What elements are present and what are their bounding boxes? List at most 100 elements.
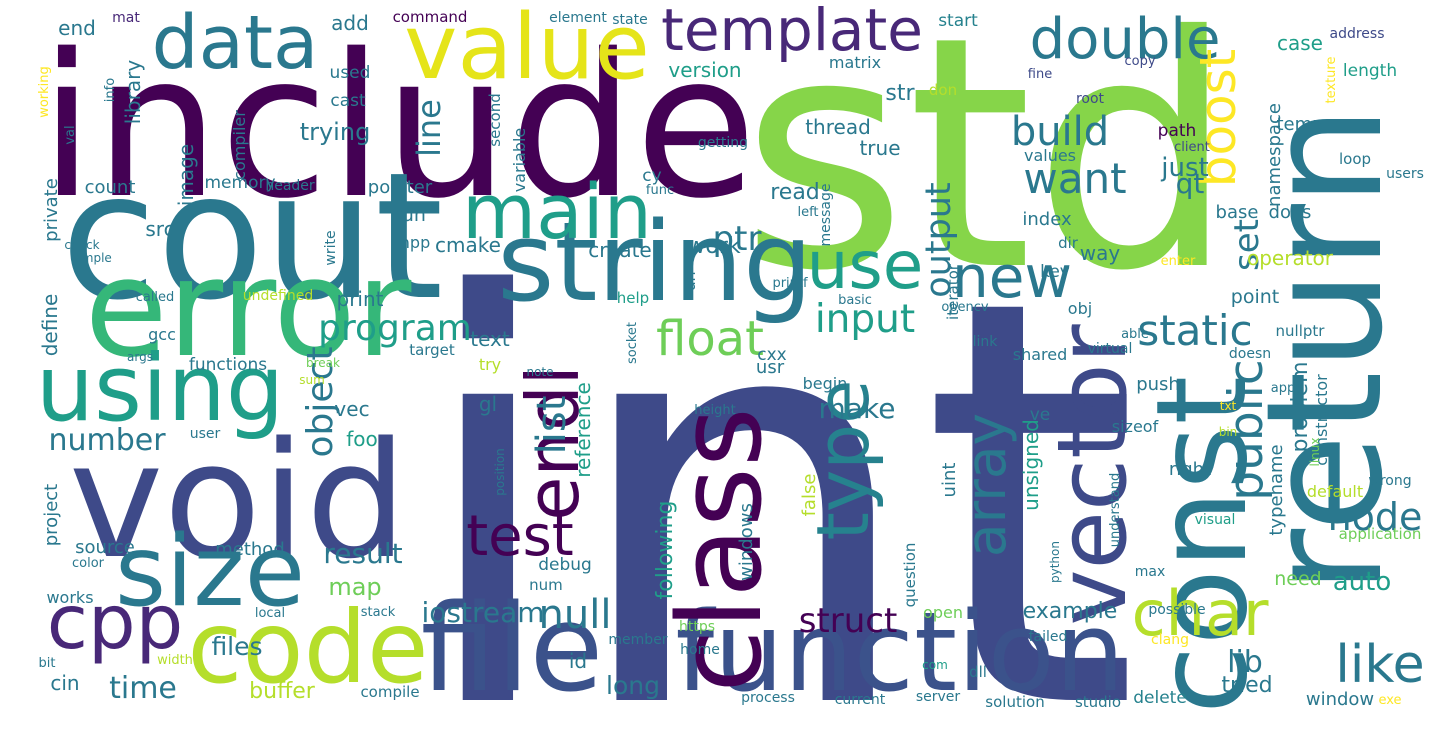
word: line bbox=[410, 99, 448, 157]
word: args bbox=[127, 350, 153, 364]
word: cmake bbox=[435, 233, 501, 257]
word: application bbox=[1339, 525, 1422, 543]
word: base bbox=[1216, 202, 1259, 223]
word: main bbox=[462, 167, 652, 256]
word: element bbox=[549, 10, 607, 26]
word: stack bbox=[361, 605, 396, 620]
word: start bbox=[938, 11, 978, 31]
word: undefined bbox=[243, 288, 313, 304]
word: dll bbox=[969, 663, 987, 681]
word: copy bbox=[1124, 54, 1155, 69]
word: ve bbox=[1030, 405, 1051, 425]
word: auto bbox=[1333, 567, 1392, 597]
word: question bbox=[901, 543, 919, 608]
word: link bbox=[973, 334, 999, 350]
word: iterator bbox=[944, 263, 962, 320]
word: data bbox=[152, 0, 319, 86]
word: namespace bbox=[1264, 103, 1285, 207]
word: usr bbox=[756, 357, 785, 378]
word: files bbox=[211, 632, 262, 661]
word: enter bbox=[1161, 254, 1196, 269]
word: case bbox=[1277, 31, 1323, 55]
word: client bbox=[1174, 140, 1210, 155]
word: python bbox=[1048, 541, 1062, 583]
word: able bbox=[1121, 327, 1149, 342]
word: clang bbox=[1151, 632, 1189, 648]
word: second bbox=[486, 93, 504, 147]
word: cin bbox=[50, 671, 79, 695]
word: push bbox=[1136, 374, 1180, 395]
word: const bbox=[1130, 376, 1275, 715]
word: array bbox=[954, 413, 1018, 557]
word: process bbox=[741, 690, 795, 706]
word: program bbox=[318, 308, 472, 349]
word: vec bbox=[334, 397, 369, 421]
word: bit bbox=[39, 656, 56, 671]
word: try bbox=[479, 355, 501, 374]
word: trying bbox=[300, 118, 371, 146]
word: path bbox=[1158, 121, 1197, 141]
word: header bbox=[265, 178, 315, 194]
word: char bbox=[1132, 577, 1269, 650]
word: info bbox=[103, 78, 118, 102]
word: int bbox=[410, 181, 1140, 735]
word: cy bbox=[642, 166, 661, 186]
word: return bbox=[1231, 105, 1418, 594]
word: socket bbox=[625, 322, 640, 364]
word: num bbox=[529, 576, 563, 594]
word: public bbox=[1219, 359, 1274, 500]
word: app bbox=[1271, 381, 1295, 396]
word: time bbox=[109, 671, 177, 706]
word: define bbox=[38, 294, 62, 357]
word: working bbox=[37, 66, 52, 118]
word: check bbox=[64, 238, 99, 252]
word: result bbox=[323, 537, 402, 570]
word: list bbox=[529, 396, 575, 455]
word: func bbox=[646, 183, 674, 198]
word: static bbox=[1137, 306, 1252, 355]
word: buffer bbox=[249, 679, 316, 704]
word: cast bbox=[330, 91, 366, 111]
word: sizeof bbox=[1112, 417, 1159, 436]
word: max bbox=[1135, 564, 1166, 580]
word: position bbox=[493, 448, 507, 496]
word: source bbox=[75, 537, 135, 558]
word: called bbox=[136, 290, 175, 305]
word: exe bbox=[1378, 693, 1401, 708]
word: state bbox=[612, 12, 647, 28]
word: foo bbox=[346, 427, 378, 451]
word: mat bbox=[112, 10, 140, 26]
word: note bbox=[526, 365, 553, 379]
word: text bbox=[470, 327, 510, 351]
word: example bbox=[1023, 599, 1118, 624]
word: delete bbox=[1133, 688, 1187, 708]
word: output bbox=[919, 182, 959, 297]
word: linux bbox=[1308, 438, 1322, 467]
word: user bbox=[190, 426, 221, 442]
word: key bbox=[1040, 262, 1070, 282]
word: help bbox=[617, 289, 649, 307]
word: current bbox=[835, 692, 886, 708]
word: template bbox=[661, 0, 923, 64]
word: test bbox=[466, 504, 574, 569]
word: width bbox=[157, 653, 193, 668]
word: count bbox=[85, 177, 136, 198]
word: run bbox=[394, 204, 426, 226]
word: include bbox=[39, 11, 756, 242]
word: hpp bbox=[400, 233, 430, 252]
word: constructor bbox=[1312, 374, 1331, 466]
word: code bbox=[187, 589, 428, 706]
word: https bbox=[679, 619, 715, 635]
word: std bbox=[740, 0, 1235, 341]
word: str bbox=[885, 81, 915, 106]
word: print bbox=[337, 287, 384, 311]
word: vector bbox=[1038, 323, 1148, 625]
word: shared bbox=[1013, 345, 1068, 364]
word: reference bbox=[571, 382, 595, 478]
word: txt bbox=[1220, 399, 1237, 413]
word: open bbox=[923, 603, 963, 622]
word: make bbox=[819, 392, 896, 425]
word: users bbox=[1386, 166, 1424, 182]
word: string bbox=[497, 198, 813, 326]
